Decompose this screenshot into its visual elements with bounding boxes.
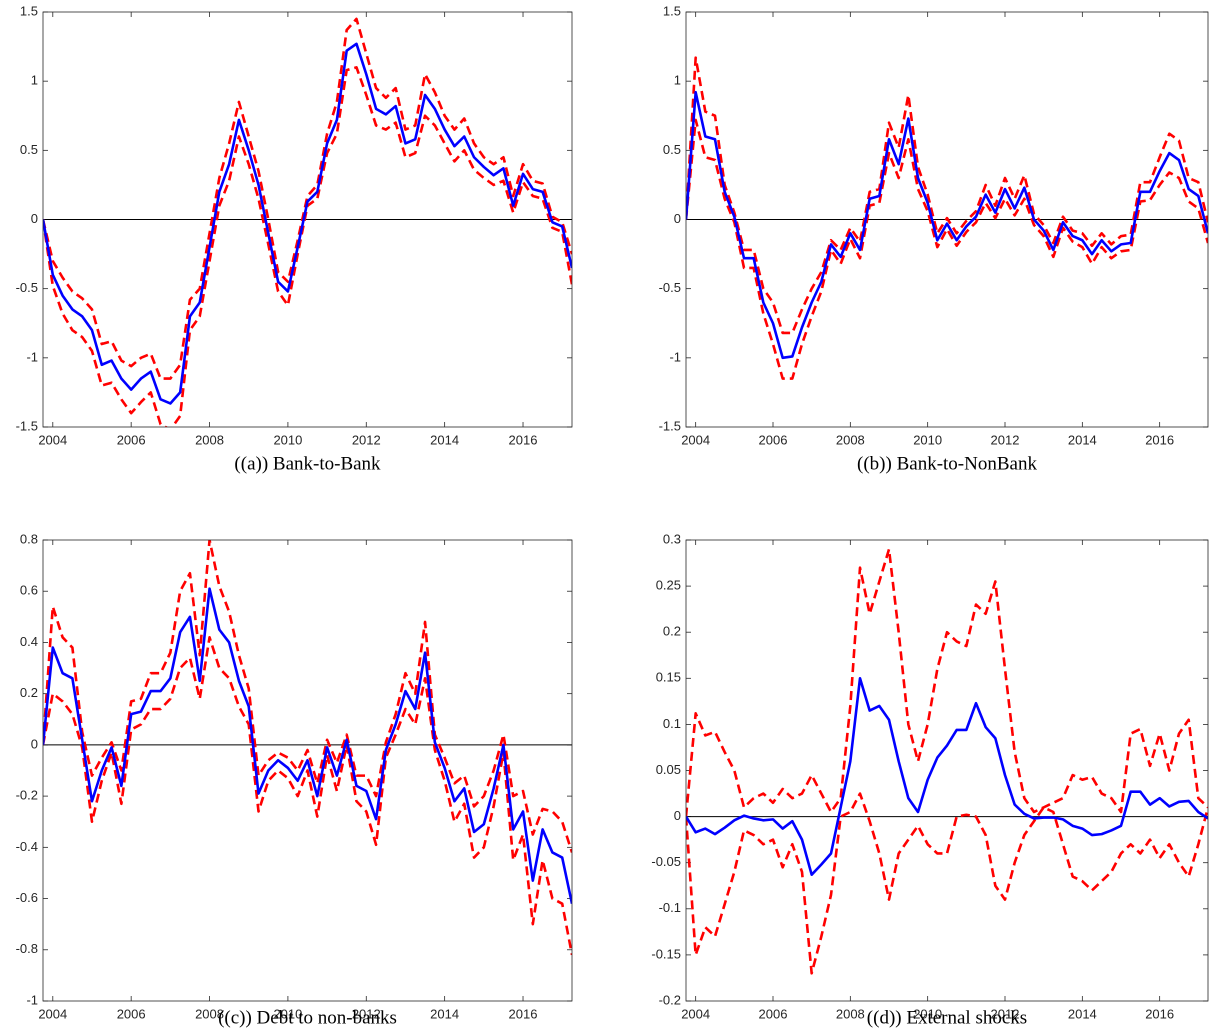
y-tick-label: 0 — [674, 808, 681, 823]
axes-box — [685, 11, 1209, 428]
x-tick-label: 2004 — [38, 432, 67, 447]
y-tick-label: 1 — [674, 73, 681, 88]
y-tick-label: -0.4 — [16, 839, 38, 854]
band-line — [686, 792, 1208, 975]
series-group — [43, 540, 572, 956]
x-tick-label: 2016 — [509, 432, 538, 447]
panel: -1 -0.8 -0.6 -0.4 -0.2 0 0.2 0.4 0.6 0.8 2004 2006 2… — [16, 531, 573, 1028]
estimate-line — [43, 587, 572, 904]
series-group — [686, 547, 1208, 975]
x-tick-label: 2006 — [117, 432, 146, 447]
x-tick-label: 2014 — [1068, 432, 1097, 447]
x-tick-label: 2014 — [430, 1006, 459, 1021]
series-group — [686, 56, 1208, 380]
y-tick-label: 0.2 — [663, 624, 681, 639]
y-tick-label: -1 — [669, 349, 681, 364]
x-tick-label: 2014 — [430, 432, 459, 447]
x-tick-label: 2010 — [913, 432, 942, 447]
x-tick-label: 2016 — [1145, 432, 1174, 447]
caption: ((c)) Debt to non-banks — [218, 1007, 397, 1028]
y-tick-label: -0.2 — [659, 992, 681, 1007]
caption: ((a)) Bank-to-Bank — [234, 453, 381, 474]
caption: ((b)) Bank-to-NonBank — [857, 453, 1037, 474]
x-tick-label: 2008 — [195, 1006, 224, 1021]
series-group — [43, 17, 572, 427]
x-tick-label: 2016 — [1145, 1006, 1174, 1021]
x-tick-label: 2004 — [681, 1006, 710, 1021]
y-tick-label: -0.1 — [659, 900, 681, 915]
caption: ((d)) External shocks — [867, 1007, 1027, 1028]
y-tick-label: 0.3 — [663, 531, 681, 546]
y-tick-label: 0 — [31, 211, 38, 226]
y-tick-label: -1.5 — [659, 418, 681, 433]
panel: -1.5 -1 -0.5 0 0.5 1 1.5 2004 2006 2008 2010 2012 20… — [16, 3, 573, 474]
x-tick-label: 2008 — [836, 432, 865, 447]
y-tick-label: 0.8 — [20, 531, 38, 546]
y-tick-label: -0.05 — [651, 854, 681, 869]
y-tick-label: -0.5 — [16, 280, 38, 295]
x-tick-label: 2010 — [273, 1006, 302, 1021]
estimate-line — [686, 677, 1208, 876]
y-tick-label: 1 — [31, 73, 38, 88]
band-line — [43, 17, 572, 380]
y-tick-label: 0.2 — [20, 685, 38, 700]
x-tick-label: 2006 — [759, 1006, 788, 1021]
x-tick-label: 2004 — [38, 1006, 67, 1021]
band-line — [686, 118, 1208, 380]
y-tick-label: -1 — [26, 992, 38, 1007]
y-tick-label: -0.6 — [16, 890, 38, 905]
estimate-line — [43, 42, 572, 405]
y-tick-label: 0.5 — [663, 142, 681, 157]
y-tick-label: 0.4 — [20, 634, 38, 649]
y-tick-label: 0.25 — [656, 578, 681, 593]
y-tick-label: 0.6 — [20, 583, 38, 598]
band-line — [43, 636, 572, 956]
x-tick-label: 2008 — [836, 1006, 865, 1021]
y-tick-label: -0.5 — [659, 280, 681, 295]
y-tick-label: -0.8 — [16, 941, 38, 956]
y-tick-label: -0.2 — [16, 788, 38, 803]
x-tick-label: 2016 — [509, 1006, 538, 1021]
band-line — [43, 540, 572, 853]
band-line — [686, 547, 1208, 817]
x-tick-label: 2006 — [759, 432, 788, 447]
y-tick-label: -1.5 — [16, 418, 38, 433]
x-tick-label: 2008 — [195, 432, 224, 447]
x-tick-label: 2004 — [681, 432, 710, 447]
x-tick-label: 2012 — [352, 432, 381, 447]
y-tick-label: 0.05 — [656, 762, 681, 777]
axes-box — [42, 11, 573, 428]
x-tick-label: 2010 — [913, 1006, 942, 1021]
x-tick-label: 2012 — [991, 1006, 1020, 1021]
x-tick-label: 2006 — [117, 1006, 146, 1021]
y-tick-label: -0.15 — [651, 946, 681, 961]
x-tick-label: 2010 — [273, 432, 302, 447]
y-tick-label: 1.5 — [663, 3, 681, 18]
y-tick-label: 0 — [674, 211, 681, 226]
axes-box — [685, 539, 1209, 1002]
y-tick-label: 0.1 — [663, 716, 681, 731]
x-tick-label: 2012 — [352, 1006, 381, 1021]
plot-area — [686, 540, 1208, 1001]
x-tick-label: 2014 — [1068, 1006, 1097, 1021]
y-tick-label: 0 — [31, 736, 38, 751]
y-tick-label: 0.15 — [656, 670, 681, 685]
x-tick-label: 2012 — [991, 432, 1020, 447]
estimate-line — [686, 90, 1208, 360]
panel: -1.5 -1 -0.5 0 0.5 1 1.5 2004 2006 2008 2010 2012 20… — [659, 3, 1209, 474]
y-tick-label: -1 — [26, 349, 38, 364]
axes-box — [42, 539, 573, 1002]
panel: -0.2 -0.15 -0.1 -0.05 0 0.05 0.1 0.15 0.2 0.25 0.3… — [651, 531, 1209, 1028]
y-tick-label: 0.5 — [20, 142, 38, 157]
band-line — [686, 56, 1208, 335]
y-tick-label: 1.5 — [20, 3, 38, 18]
